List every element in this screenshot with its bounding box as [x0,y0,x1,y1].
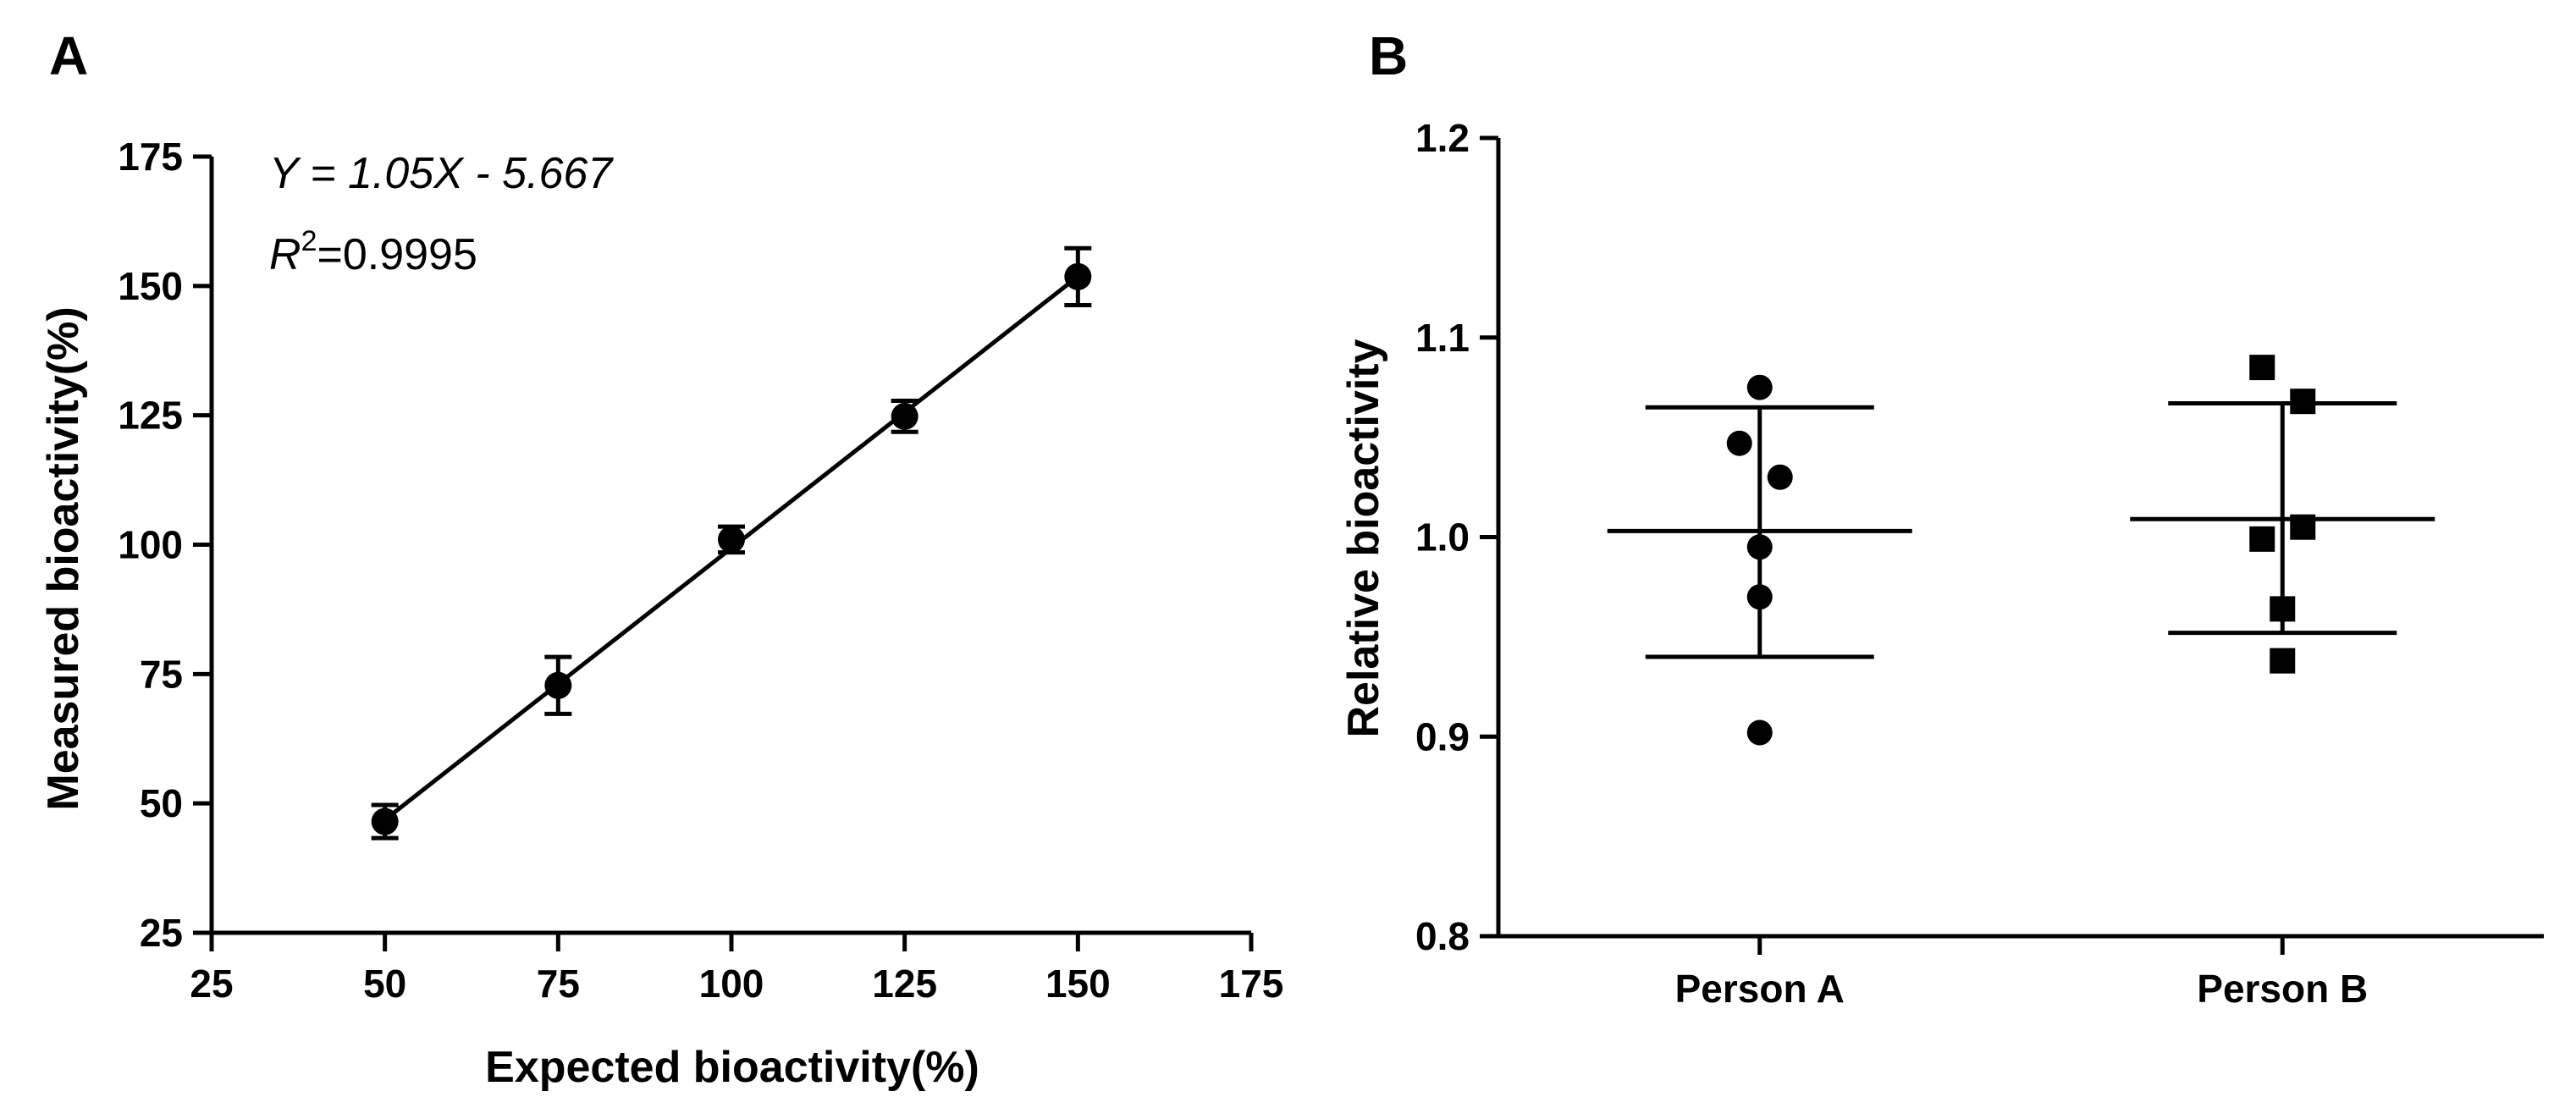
panel-a-data-point [891,402,918,430]
panel-b-data-point [1767,464,1793,490]
panel-a-x-tick-label: 175 [1219,962,1284,1006]
panel-b-data-point [1746,534,1773,560]
panel-a-y-tick-label: 50 [140,781,183,825]
panel-a-y-tick-label: 125 [118,394,183,438]
panel-a-r2-sup: 2 [301,225,317,257]
panel-b-category-label: Person A [1675,967,1845,1011]
panel-b-data-point [1726,430,1752,456]
panel-a-y-tick-label: 75 [140,652,183,696]
panel-b-data-point [2270,596,2296,622]
panel-b-y-axis-title: Relative bioactivity [1339,339,1388,737]
panel-a-x-tick-label: 75 [537,962,580,1006]
panel-b-y-tick-label: 1.0 [1415,515,1470,560]
panel-b-data-point [1746,584,1773,610]
panel-a-y-tick-label: 175 [118,135,183,179]
panel-a-data-point [371,808,399,835]
panel-a-x-tick-label: 100 [699,962,764,1006]
panel-b-category-label: Person B [2197,967,2368,1011]
panel-a-x-tick-label: 125 [872,962,937,1006]
panel-a-data-point [1064,262,1092,290]
panel-b-y-tick-label: 1.2 [1415,116,1470,160]
panel-b-data-point [1746,719,1773,746]
chart-panel-a: 25 50 75 100 125 150 175 25 50 75 100 125 150 175 Exp… [39,135,1283,1092]
panel-a-data-point [718,526,745,554]
panel-a-y-tick-label: 25 [140,911,183,955]
panel-letter-a: A [49,25,88,86]
panel-a-r2-label: R [269,230,301,279]
panel-a-y-tick-label: 100 [118,523,183,567]
panel-letter-b: B [1369,25,1408,86]
chart-panel-b: 0.8 0.9 1.0 1.1 1.2 Person A Person B Relative… [1339,116,2544,1011]
panel-a-equation: Y = 1.05X - 5.667 [269,149,614,198]
panel-b-data-point [2290,514,2316,540]
panel-a-x-tick-label: 50 [363,962,406,1006]
panel-b-data-point [1746,374,1773,400]
panel-a-r2: R2=0.9995 [269,225,477,279]
panel-b-y-tick-label: 1.1 [1415,316,1470,360]
panel-a-data-point [544,671,572,699]
panel-b-data-point [2290,389,2316,415]
panel-a-r2-value: =0.9995 [317,230,477,279]
panel-a-x-tick-label: 150 [1045,962,1111,1006]
panel-b-data-point [2270,648,2296,674]
panel-a-x-tick-label: 25 [190,962,233,1006]
panel-b-data-point [2249,355,2275,381]
panel-a-y-tick-label: 150 [118,264,183,308]
panel-a-y-axis-title: Measured bioactivity(%) [39,306,88,810]
panel-b-y-tick-label: 0.9 [1415,714,1470,758]
panel-b-data-point [2249,526,2275,552]
panel-a-x-axis-title: Expected bioactivity(%) [485,1043,979,1092]
panel-b-y-tick-label: 0.8 [1415,914,1470,958]
